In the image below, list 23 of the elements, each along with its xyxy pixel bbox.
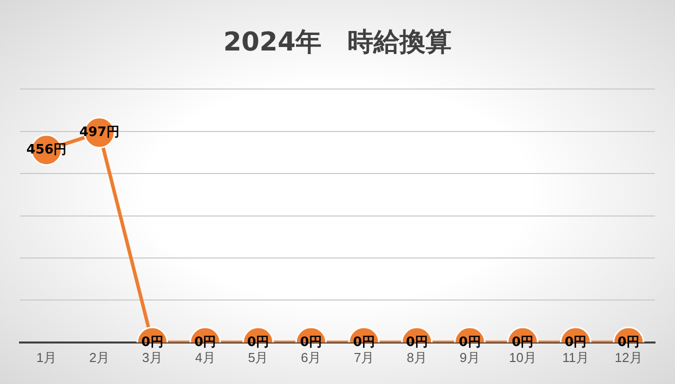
data-label: 0円: [406, 334, 428, 350]
data-label: 0円: [194, 334, 216, 350]
x-tick-label: 2月: [89, 350, 110, 365]
x-tick-label: 7月: [354, 350, 374, 365]
x-tick-label: 11月: [562, 350, 589, 365]
x-tick-label: 1月: [36, 350, 57, 365]
chart-title: 2024年 時給換算: [223, 27, 452, 58]
x-tick-label: 10月: [508, 350, 536, 365]
data-label: 0円: [618, 334, 640, 350]
data-label: 0円: [300, 334, 322, 350]
x-tick-label: 8月: [406, 350, 427, 365]
x-tick-label: 9月: [460, 350, 480, 365]
data-label: 0円: [458, 334, 481, 350]
x-tick-label: 4月: [195, 350, 216, 365]
data-label: 0円: [141, 334, 164, 350]
data-label: 0円: [564, 334, 587, 350]
x-tick-label: 12月: [614, 350, 642, 365]
data-label: 0円: [512, 334, 534, 350]
x-tick-label: 6月: [300, 350, 322, 365]
data-label: 0円: [247, 334, 270, 350]
x-tick-label: 5月: [248, 350, 268, 365]
data-label: 0円: [352, 334, 375, 350]
x-tick-label: 3月: [142, 350, 162, 365]
